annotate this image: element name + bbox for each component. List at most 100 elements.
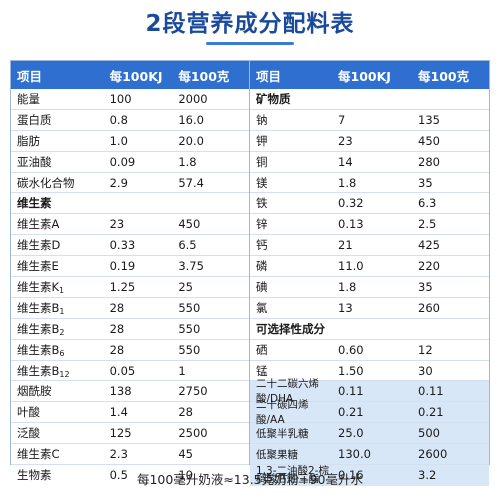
section-row: 维生素: [11, 193, 249, 215]
nutrient-name: 生物素: [11, 467, 106, 483]
value-per-100kj: 0.16: [338, 468, 364, 483]
nutrient-name: 钠: [250, 112, 334, 128]
nutrient-name: 碳水化合物: [11, 175, 106, 191]
table-row: 钠 7 135: [250, 110, 489, 131]
value-per-100kj: 0.33: [109, 238, 136, 253]
value-per-100g: 550: [178, 300, 201, 315]
value-per-100kj: 2.9: [109, 175, 128, 190]
table-row: 维生素B6 28 550: [11, 340, 249, 361]
table-row: 磷 11.0 220: [250, 256, 489, 278]
nutrient-label: 磷: [256, 259, 268, 274]
nutrient-label: 1,3-二油酸2-棕榈酸甘油三酯: [256, 465, 329, 486]
nutrient-name: 维生素K1: [11, 279, 106, 295]
value-per-100g: 0.21: [418, 405, 444, 420]
nutrient-label: 维生素B: [17, 342, 60, 357]
value-per-100g: 450: [178, 217, 201, 232]
table-row: 锰 1.50 30: [250, 361, 489, 382]
nutrition-table: 项目 每100KJ 每100克 能量 100 2000 蛋白质 0.8 16.0 脂肪 1.0…: [10, 60, 490, 486]
table-row: 维生素B1 28 550: [11, 298, 249, 319]
nutrient-label: 铜: [256, 154, 268, 169]
value-per-100g: 135: [418, 112, 440, 127]
header-per-100g: 每100克: [178, 68, 230, 84]
value-per-100g: 2750: [178, 384, 208, 399]
value-per-100kj: 7: [338, 112, 346, 127]
table-row: 氯 13 260: [250, 298, 489, 319]
nutrient-label: 脂肪: [17, 133, 40, 148]
nutrient-subscript: 1: [59, 285, 65, 295]
value-per-100g: 35: [418, 175, 433, 190]
table-row: 能量 100 2000: [11, 89, 249, 110]
nutrient-name: 镁: [250, 175, 334, 191]
value-per-100g: 260: [418, 300, 440, 315]
value-per-100g: 10: [178, 468, 193, 483]
table-row: 钙 21 425: [250, 235, 489, 257]
table-row: 碘 1.8 35: [250, 277, 489, 298]
nutrient-name: 维生素D: [11, 237, 106, 253]
table-row: 镁 1.8 35: [250, 173, 489, 194]
nutrient-label: 钾: [256, 133, 268, 148]
table-row: 维生素B12 0.05 1: [11, 361, 249, 382]
nutrient-name: 低聚半乳糖: [250, 426, 334, 441]
value-per-100g: 550: [178, 321, 201, 336]
section-row: 矿物质: [250, 89, 489, 110]
value-per-100kj: 138: [109, 384, 132, 399]
nutrient-label: 碘: [256, 279, 268, 294]
nutrient-name: 能量: [11, 91, 106, 107]
nutrient-label: 锌: [256, 217, 268, 232]
nutrient-subscript: 12: [59, 369, 70, 379]
table-row: 泛酸 125 2500: [11, 423, 249, 445]
value-per-100kj: 0.13: [338, 217, 364, 232]
value-per-100g: 1: [178, 363, 186, 378]
nutrient-label: 维生素B: [17, 300, 60, 315]
nutrient-subscript: 6: [59, 348, 65, 358]
value-per-100kj: 1.8: [338, 175, 357, 190]
nutrient-name: 维生素B6: [11, 342, 106, 358]
table-row: 铁 0.32 6.3: [250, 193, 489, 215]
value-per-100kj: 13: [338, 300, 353, 315]
nutrient-name: 维生素B12: [11, 363, 106, 379]
table-row: 维生素C 2.3 45: [11, 444, 249, 466]
value-per-100kj: 0.09: [109, 154, 136, 169]
nutrient-label: 钠: [256, 112, 268, 127]
nutrient-name: 碘: [250, 279, 334, 295]
nutrient-label: 二十二碳六烯酸/DHA: [256, 378, 319, 406]
value-per-100kj: 1.8: [338, 279, 357, 294]
value-per-100g: 28: [178, 405, 193, 420]
value-per-100kj: 0.11: [338, 384, 364, 399]
title-underline: [206, 42, 294, 45]
table-row: 叶酸 1.4 28: [11, 402, 249, 424]
value-per-100kj: 25.0: [338, 426, 364, 441]
nutrient-name: 叶酸: [11, 404, 106, 420]
table-row: 维生素A 23 450: [11, 214, 249, 236]
nutrient-subscript: 1: [59, 306, 65, 316]
table-row: 二十碳四烯酸/AA 0.21 0.21: [250, 399, 489, 426]
value-per-100kj: 2.3: [109, 447, 128, 462]
value-per-100kj: 14: [338, 154, 353, 169]
value-per-100g: 20.0: [178, 133, 204, 148]
table-left-half: 项目 每100KJ 每100克 能量 100 2000 蛋白质 0.8 16.0 脂肪 1.0…: [11, 61, 250, 482]
nutrient-label: 镁: [256, 175, 268, 190]
nutrient-name: 锰: [250, 363, 334, 379]
value-per-100kj: 100: [109, 91, 132, 106]
value-per-100kj: 0.21: [338, 405, 364, 420]
value-per-100g: 0.11: [418, 384, 444, 399]
nutrient-name: 亚油酸: [11, 154, 106, 170]
nutrient-label: 氯: [256, 300, 268, 315]
nutrient-name: 二十碳四烯酸/AA: [250, 397, 334, 427]
value-per-100g: 16.0: [178, 112, 204, 127]
nutrient-name: 锌: [250, 216, 334, 232]
nutrient-name: 泛酸: [11, 425, 106, 441]
nutrient-subscript: 2: [59, 327, 65, 337]
nutrient-name: 1,3-二油酸2-棕榈酸甘油三酯: [250, 465, 334, 486]
table-row: 硒 0.60 12: [250, 340, 489, 361]
section-row: 可选择性成分: [250, 319, 489, 340]
nutrient-label: 维生素D: [17, 238, 61, 253]
nutrient-name: 可选择性成分: [250, 321, 334, 337]
value-per-100g: 500: [418, 426, 440, 441]
nutrient-name: 低聚果糖: [250, 447, 334, 462]
value-per-100g: 2.5: [418, 217, 437, 232]
nutrient-label: 生物素: [17, 468, 52, 483]
header-per-kj: 每100KJ: [338, 68, 391, 84]
value-per-100g: 2500: [178, 426, 208, 441]
preparation-note: 每100毫升奶液≈13.5克奶粉+90毫升水: [136, 472, 364, 487]
